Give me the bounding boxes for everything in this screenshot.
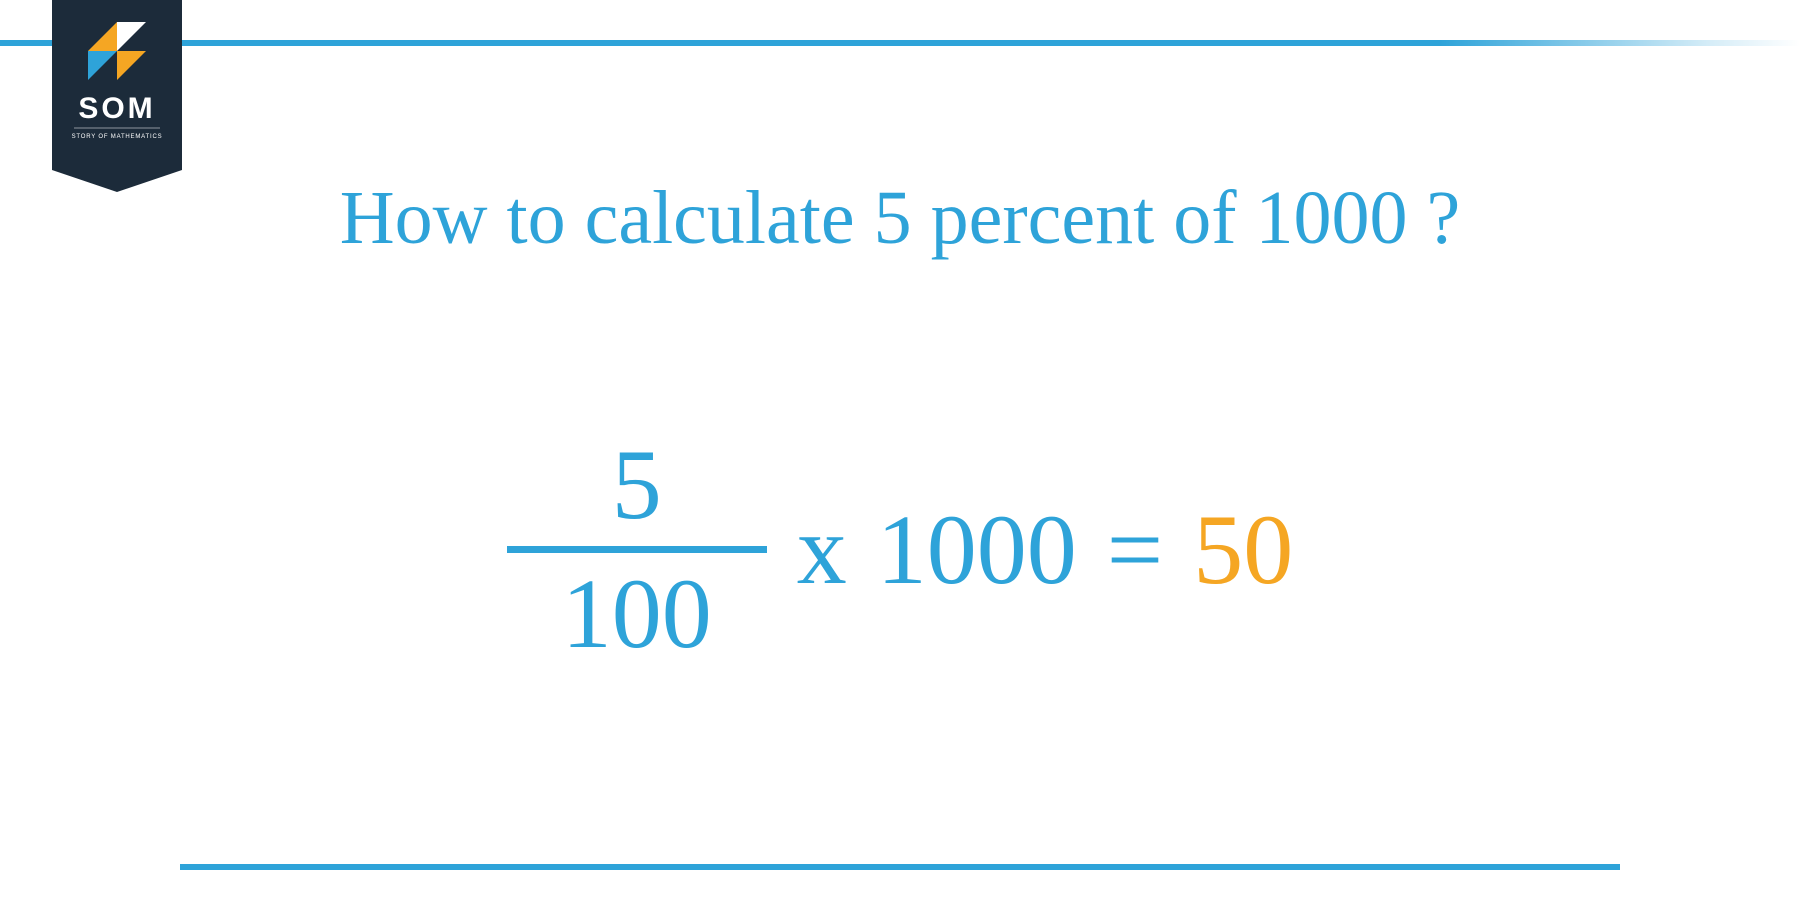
- logo-subtitle-svg: STORY OF MATHEMATICS: [72, 134, 163, 140]
- page-title: How to calculate 5 percent of 1000 ?: [0, 175, 1800, 262]
- logo-title-svg: SOM: [78, 92, 155, 125]
- fraction: 5 100: [507, 430, 767, 669]
- equation: 5 100 x 1000 = 50: [0, 430, 1800, 669]
- denominator: 100: [562, 559, 712, 669]
- multiply-symbol: x: [797, 492, 847, 607]
- bottom-border-line: [180, 864, 1620, 870]
- fraction-bar: [507, 546, 767, 553]
- top-border-line: [0, 40, 1800, 46]
- equals-symbol: =: [1107, 492, 1163, 607]
- logo-badge: SOM STORY OF MATHEMATICS: [52, 0, 182, 170]
- result: 50: [1193, 492, 1293, 607]
- multiplicand: 1000: [877, 492, 1077, 607]
- numerator: 5: [612, 430, 662, 540]
